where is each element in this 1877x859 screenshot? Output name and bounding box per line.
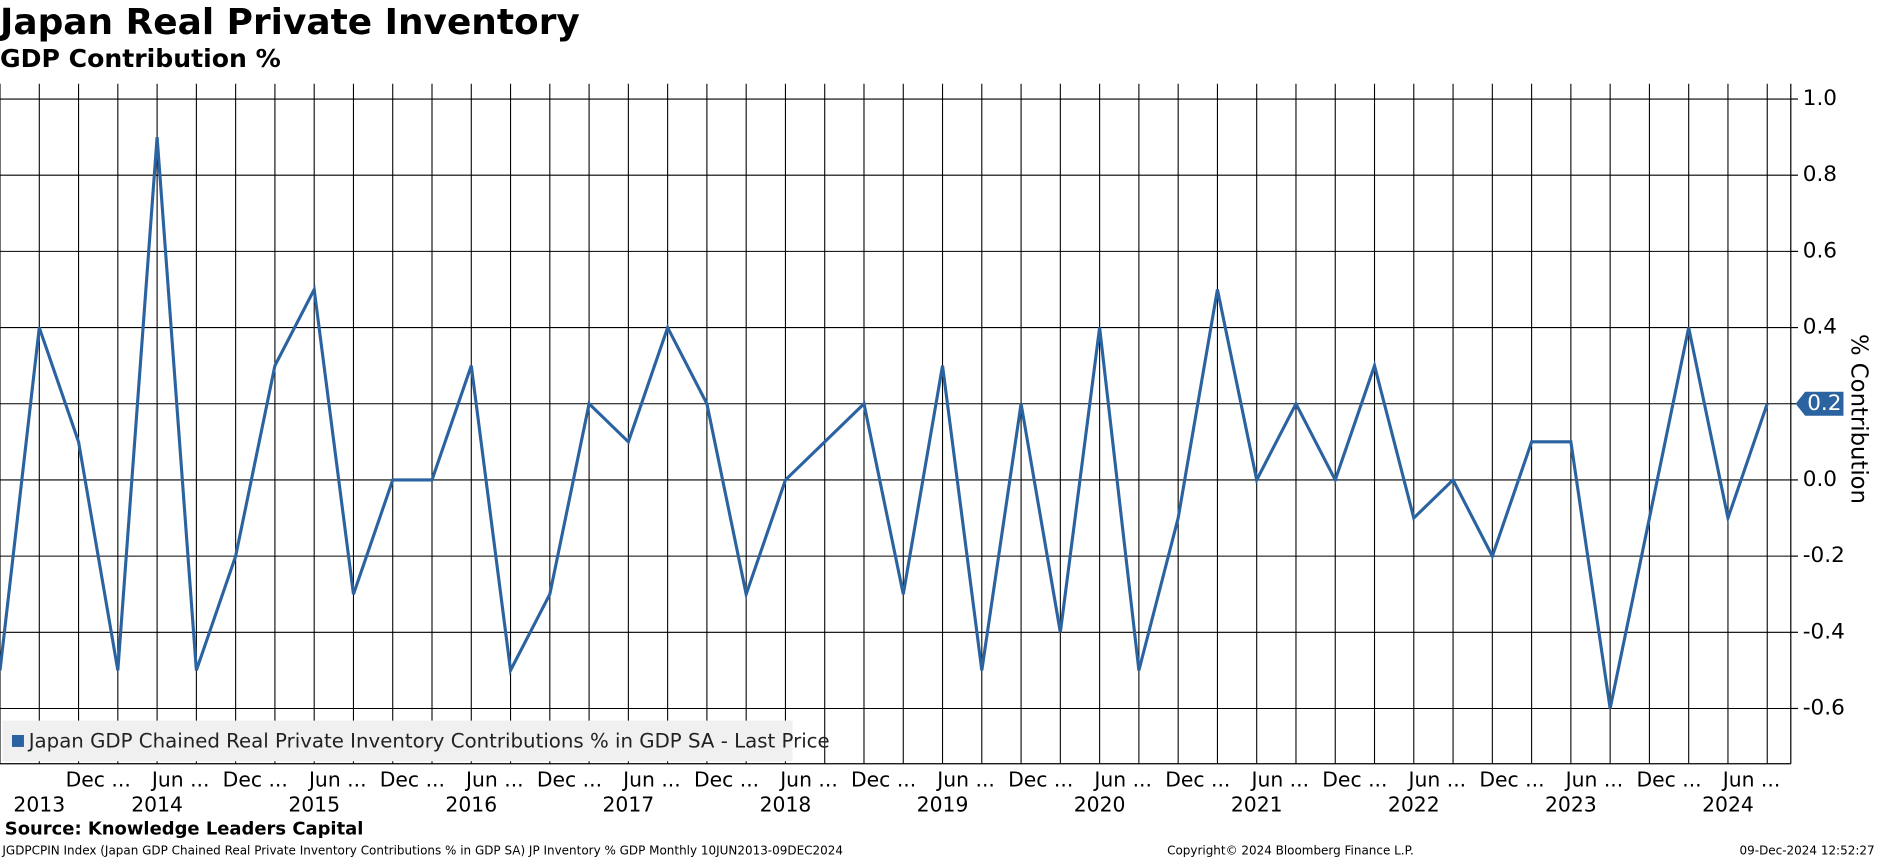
y-tick-label: -0.6 (1803, 695, 1845, 720)
x-tick-label: Jun ... (464, 767, 524, 791)
x-tick-label: Dec ... (694, 767, 759, 791)
y-tick-label: 1.0 (1803, 86, 1837, 111)
y-tick-label: 0.8 (1803, 162, 1837, 187)
chart-title: Japan Real Private Inventory (0, 2, 580, 43)
footer-right: 09-Dec-2024 12:52:27 (1740, 844, 1875, 858)
x-tick-label: Jun ... (1092, 767, 1152, 791)
x-tick-label: Jun ... (778, 767, 838, 791)
x-year-label: 2020 (1074, 793, 1126, 817)
x-tick-label: Jun ... (1721, 767, 1781, 791)
y-tick-label: 0.6 (1803, 238, 1837, 263)
x-tick-label: Dec ... (1479, 767, 1544, 791)
y-tick-label: -0.2 (1803, 543, 1845, 568)
footer-center: Copyright© 2024 Bloomberg Finance L.P. (1167, 844, 1414, 858)
source: Source: Knowledge Leaders Capital (5, 819, 364, 840)
x-tick-label: Dec ... (223, 767, 288, 791)
x-year-label: 2021 (1231, 793, 1283, 817)
data-line (0, 137, 1769, 709)
y-axis-label: % Contribution (1845, 334, 1871, 504)
y-tick-label: -0.4 (1803, 619, 1845, 644)
x-year-label: 2015 (288, 793, 340, 817)
legend-label: Japan GDP Chained Real Private Inventory… (27, 730, 830, 753)
x-year-label: 2014 (131, 793, 183, 817)
x-tick-label: Jun ... (1407, 767, 1467, 791)
x-year-label: 2017 (602, 793, 654, 817)
x-tick-label: Jun ... (1249, 767, 1309, 791)
x-tick-label: Dec ... (380, 767, 445, 791)
x-tick-label: Jun ... (935, 767, 995, 791)
x-tick-label: Dec ... (1322, 767, 1387, 791)
y-tick-label: 0.4 (1803, 315, 1837, 340)
legend-box (2, 720, 793, 762)
x-year-label: 2024 (1702, 793, 1754, 817)
x-tick-label: Jun ... (307, 767, 367, 791)
x-tick-label: Jun ... (1564, 767, 1624, 791)
x-year-label: 2013 (13, 793, 65, 817)
x-tick-label: Jun ... (621, 767, 681, 791)
x-tick-label: Dec ... (1636, 767, 1701, 791)
x-year-label: 2018 (760, 793, 812, 817)
x-year-label: 2016 (445, 793, 497, 817)
footer-left: JGDPCPIN Index (Japan GDP Chained Real P… (1, 844, 843, 858)
last-value-badge (1795, 391, 1844, 416)
last-value-label: 0.2 (1807, 391, 1841, 416)
x-tick-label: Dec ... (851, 767, 916, 791)
x-tick-label: Dec ... (1165, 767, 1230, 791)
y-tick-label: 0.0 (1803, 467, 1837, 492)
x-year-label: 2023 (1545, 793, 1597, 817)
x-tick-label: Dec ... (1008, 767, 1073, 791)
legend-swatch (11, 734, 24, 747)
x-tick-label: Dec ... (537, 767, 602, 791)
chart-subtitle: GDP Contribution % (0, 44, 281, 73)
x-year-label: 2019 (917, 793, 969, 817)
x-tick-label: Dec ... (66, 767, 131, 791)
x-tick-label: Jun ... (150, 767, 210, 791)
x-year-label: 2022 (1388, 793, 1440, 817)
